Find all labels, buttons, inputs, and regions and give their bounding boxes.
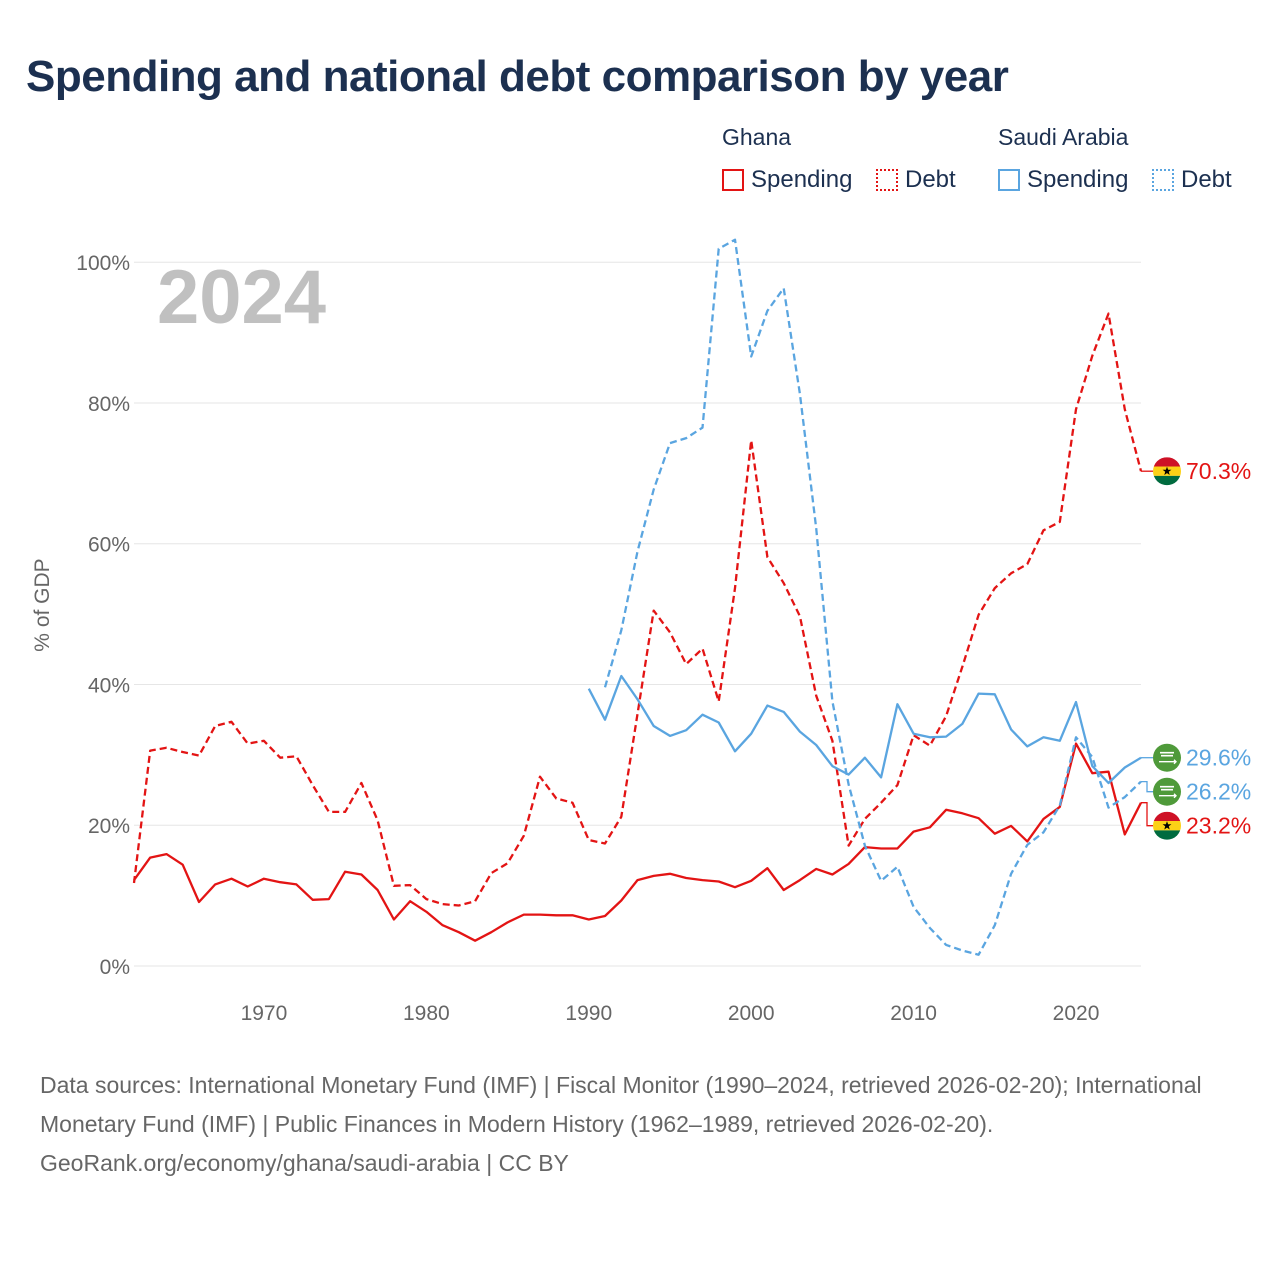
series-line-saudi-arabia-debt[interactable]: [603, 238, 1142, 956]
end-label-ghana-spending: 23.2%: [1186, 813, 1251, 839]
end-label-connector: [1141, 802, 1153, 827]
x-tick-label: 1980: [403, 1002, 450, 1025]
ghana-flag-icon: [1153, 811, 1181, 840]
legend-ghana-debt[interactable]: Debt: [876, 166, 956, 194]
legend-group-ghana: Ghana: [722, 124, 792, 150]
end-label-ghana-debt: 70.3%: [1186, 458, 1251, 484]
line-chart: 2024 % of GDP 0% 20% 40% 60% 80% 100% 1970 198…: [31, 238, 1251, 1025]
x-tick-label: 1990: [565, 1002, 612, 1025]
end-label-connector: [1141, 780, 1153, 793]
series-lines: [132, 238, 1143, 956]
footer: Data sources: International Monetary Fun…: [40, 1066, 1240, 1183]
legend-label: Spending: [751, 166, 853, 193]
x-tick-label: 1970: [241, 1002, 288, 1025]
y-tick-label: 40%: [88, 674, 130, 697]
legend-label: Debt: [905, 166, 956, 193]
y-tick-label: 80%: [88, 393, 130, 416]
y-tick-labels: 0% 20% 40% 60% 80% 100%: [76, 252, 130, 979]
y-tick-label: 0%: [100, 956, 130, 979]
y-tick-label: 100%: [76, 252, 130, 275]
legend-swatch-solid-icon: [998, 169, 1020, 191]
end-label-saudi-arabia-debt: 26.2%: [1186, 779, 1251, 805]
legend-ghana-spending[interactable]: Spending: [722, 166, 852, 194]
year-watermark: 2024: [157, 255, 326, 340]
credit-link[interactable]: GeoRank.org/economy/ghana/saudi-arabia |…: [40, 1150, 569, 1176]
x-tick-label: 2000: [728, 1002, 775, 1025]
x-tick-label: 2020: [1053, 1002, 1100, 1025]
series-line-ghana-debt[interactable]: [132, 312, 1143, 907]
ghana-flag-icon: [1153, 457, 1181, 486]
legend-group-saudi-arabia: Saudi Arabia: [998, 124, 1129, 150]
series-line-saudi-arabia-spending[interactable]: [587, 674, 1142, 785]
legend-swatch-dotted-icon: [1152, 169, 1174, 191]
y-axis-label: % of GDP: [31, 558, 54, 651]
legend-label: Debt: [1181, 166, 1232, 193]
x-tick-label: 2010: [890, 1002, 937, 1025]
legend-swatch-dotted-icon: [876, 169, 898, 191]
grid-lines: [134, 261, 1141, 967]
y-tick-label: 60%: [88, 534, 130, 557]
legend-label: Spending: [1027, 166, 1129, 193]
legend-saudi-debt[interactable]: Debt: [1152, 166, 1232, 194]
saudi-arabia-flag-icon: [1153, 743, 1181, 772]
y-tick-label: 20%: [88, 815, 130, 838]
chart-title: Spending and national debt comparison by…: [26, 52, 1009, 101]
end-labels: 70.3% 29.6% 26.2% 23.2%: [1141, 457, 1251, 840]
data-sources: Data sources: International Monetary Fun…: [40, 1072, 1202, 1137]
series-line-ghana-spending[interactable]: [133, 742, 1143, 942]
saudi-arabia-flag-icon: [1153, 777, 1181, 806]
legend-swatch-solid-icon: [722, 169, 744, 191]
x-tick-labels: 1970 1980 1990 2000 2010 2020: [241, 1002, 1100, 1025]
end-label-saudi-arabia-spending: 29.6%: [1186, 745, 1251, 771]
legend-saudi-spending[interactable]: Spending: [998, 166, 1128, 194]
